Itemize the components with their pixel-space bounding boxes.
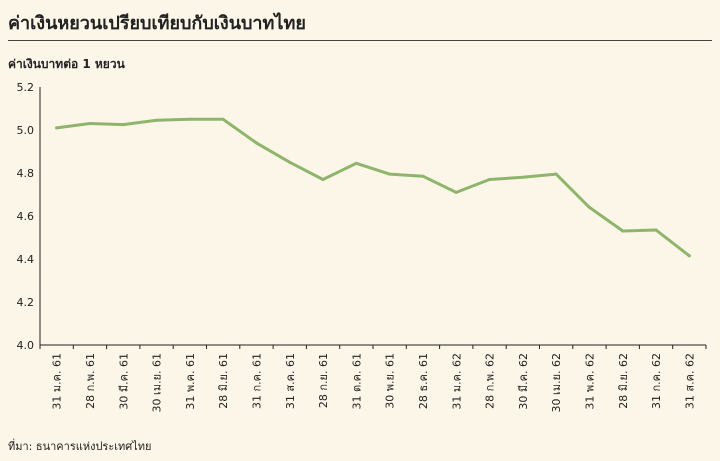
data-point (554, 172, 558, 176)
y-tick-label: 4.8 (17, 167, 35, 180)
x-tick-label: 30 เม.ย. 62 (550, 353, 563, 412)
data-point (654, 228, 658, 232)
series-layer (55, 117, 691, 258)
x-tick-label: 28 ก.พ. 62 (484, 353, 497, 409)
x-tick-label: 28 มิ.ย. 61 (217, 353, 230, 409)
data-point (155, 118, 159, 122)
x-tick-label: 31 ก.ค. 62 (650, 353, 663, 409)
x-tick-label: 28 ก.ย. 61 (317, 353, 330, 408)
chart-title: ค่าเงินหยวนเปรียบเทียบกับเงินบาทไทย (8, 13, 306, 34)
x-tick-label: 31 ม.ค. 61 (51, 353, 64, 410)
data-point (354, 161, 358, 165)
data-point (88, 122, 92, 126)
x-tick-label: 28 ธ.ค. 61 (417, 353, 430, 409)
title-divider (8, 40, 712, 41)
x-tick-label: 28 ก.พ. 61 (84, 353, 97, 409)
data-point (521, 175, 525, 179)
data-point (421, 174, 425, 178)
data-point (587, 205, 591, 209)
data-point (121, 123, 125, 127)
series-line (55, 117, 691, 258)
y-tick-label: 4.6 (17, 210, 35, 223)
data-point (388, 172, 392, 176)
x-tick-label: 31 ส.ค. 61 (284, 353, 297, 409)
data-point (188, 117, 192, 121)
x-tick-label: 30 มี.ค. 61 (117, 353, 130, 410)
source-note: ที่มา: ธนาคารแห่งประเทศไทย (8, 440, 152, 453)
x-axis: 31 ม.ค. 61 28 ก.พ. 61 30 มี.ค. 61 30 เม.ย. … (39, 344, 707, 412)
x-tick-label: 28 มิ.ย. 62 (617, 353, 630, 409)
data-point (254, 141, 258, 145)
data-point (55, 126, 59, 130)
x-tick-label: 31 ส.ค. 62 (683, 353, 696, 409)
x-tick-label: 31 พ.ค. 61 (184, 353, 197, 410)
x-tick-label: 30 มี.ค. 62 (517, 353, 530, 410)
x-tick-label: 31 ก.ค. 61 (250, 353, 263, 409)
y-axis: 4.0 4.2 4.4 4.6 4.8 5.0 5.2 (17, 81, 41, 352)
x-tick-label: 30 พ.ย. 61 (384, 353, 397, 409)
x-tick-label: 30 เม.ย. 61 (151, 353, 164, 412)
x-tick-label: 31 ม.ค. 62 (450, 353, 463, 410)
y-tick-label: 4.4 (17, 253, 35, 266)
y-tick-label: 5.0 (17, 124, 35, 137)
data-point (321, 177, 325, 181)
y-tick-label: 4.0 (17, 339, 35, 352)
data-point (221, 117, 225, 121)
y-axis-unit-label: ค่าเงินบาทต่อ 1 หยวน (8, 57, 125, 71)
data-point (687, 254, 691, 258)
y-tick-label: 5.2 (17, 81, 35, 94)
x-tick-label: 31 พ.ค. 62 (583, 353, 596, 410)
x-tick-label: 31 ต.ค. 61 (350, 353, 363, 409)
y-tick-label: 4.2 (17, 296, 35, 309)
data-point (621, 229, 625, 233)
data-point (454, 190, 458, 194)
data-point (288, 160, 292, 164)
data-point (488, 177, 492, 181)
